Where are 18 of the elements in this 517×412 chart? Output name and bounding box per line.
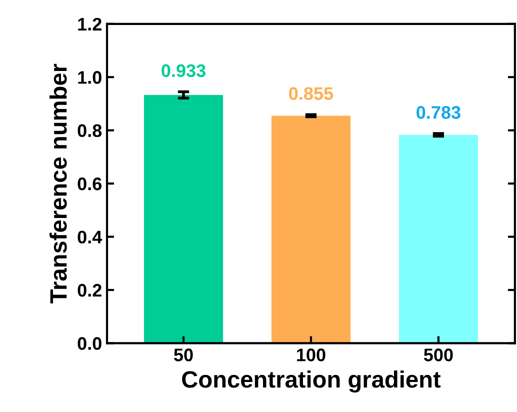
x-tick-label: 100 — [297, 348, 326, 362]
y-tick-label: 0.0 — [78, 337, 102, 350]
data-label: 0.855 — [289, 87, 334, 100]
data-label: 0.783 — [416, 106, 460, 119]
x-tick-label: 500 — [424, 348, 453, 362]
y-tick-label: 1.0 — [78, 71, 102, 84]
y-tick-label: 0.8 — [78, 124, 102, 138]
x-tick-label: 50 — [174, 348, 193, 362]
y-axis-title: Transference number — [49, 64, 67, 304]
y-tick-label: 1.2 — [78, 18, 102, 30]
bar — [271, 116, 350, 344]
x-axis-title: Concentration gradient — [182, 370, 441, 393]
bar — [398, 134, 478, 344]
data-label: 0.933 — [162, 64, 206, 78]
bar — [144, 94, 224, 344]
y-tick-label: 0.4 — [78, 230, 102, 244]
y-tick-label: 0.2 — [78, 284, 102, 297]
y-tick-label: 0.6 — [78, 177, 102, 190]
